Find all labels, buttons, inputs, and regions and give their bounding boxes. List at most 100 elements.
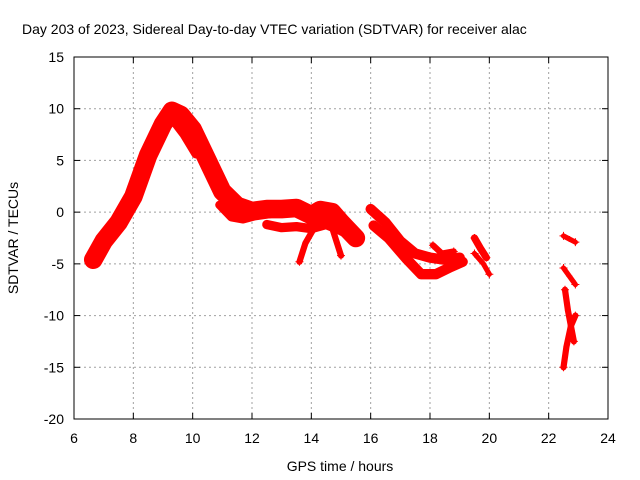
data-point xyxy=(302,240,309,247)
x-tick-label: 18 xyxy=(422,430,438,446)
data-points xyxy=(83,101,580,372)
data-point-end xyxy=(559,363,568,372)
data-point xyxy=(563,343,570,350)
data-point xyxy=(320,214,327,221)
x-tick-label: 6 xyxy=(70,430,78,446)
series-cluster-19b xyxy=(470,249,494,279)
data-point xyxy=(432,271,439,278)
data-point-end xyxy=(351,234,360,242)
data-point xyxy=(566,273,573,280)
data-point xyxy=(477,245,484,252)
y-tick-label: -10 xyxy=(44,308,64,324)
series-band xyxy=(83,101,366,270)
data-point xyxy=(293,223,300,230)
data-point xyxy=(145,152,152,159)
chart-title: Day 203 of 2023, Sidereal Day-to-day VTE… xyxy=(22,21,527,37)
data-point-end xyxy=(470,249,479,258)
data-point xyxy=(168,107,175,114)
series-spike-18 xyxy=(428,241,458,257)
data-point xyxy=(447,263,454,270)
data-point-end xyxy=(215,200,224,209)
data-point-end xyxy=(369,221,378,230)
data-point xyxy=(228,214,235,221)
data-point xyxy=(382,219,389,226)
data-point xyxy=(567,322,574,329)
data-point-end xyxy=(89,255,98,264)
series-cluster-19a xyxy=(470,234,491,262)
data-point xyxy=(189,126,196,133)
x-tick-label: 12 xyxy=(244,430,260,446)
x-tick-label: 24 xyxy=(600,430,616,446)
data-point-end xyxy=(265,210,274,219)
data-point xyxy=(480,260,487,267)
data-point-end xyxy=(485,270,494,279)
data-point xyxy=(564,307,571,314)
axis-ticks: 6 8 10 12 14 16 18 20 22 24 15 10 5 0 -5 -10 -15 -20 xyxy=(44,49,616,446)
data-point xyxy=(566,236,573,243)
data-point-end xyxy=(449,247,458,256)
data-point xyxy=(278,206,285,213)
y-tick-label: 10 xyxy=(48,101,64,117)
data-point xyxy=(278,224,285,231)
x-tick-label: 14 xyxy=(304,430,320,446)
data-point xyxy=(317,207,324,214)
x-tick-label: 8 xyxy=(129,430,137,446)
data-point xyxy=(438,250,445,257)
data-point-end xyxy=(366,205,375,214)
y-tick-label: -5 xyxy=(52,256,65,272)
data-point xyxy=(427,254,433,261)
data-point xyxy=(329,224,336,231)
data-point xyxy=(180,131,187,138)
data-point-end xyxy=(482,253,491,262)
y-tick-label: 5 xyxy=(56,152,64,168)
series-band xyxy=(429,242,457,257)
data-point-end xyxy=(571,238,580,247)
data-point xyxy=(338,219,344,226)
data-point-end xyxy=(337,251,345,260)
data-point xyxy=(204,157,211,164)
data-point xyxy=(308,212,315,219)
series-late-b xyxy=(559,263,580,289)
series-branch-11 xyxy=(215,200,274,224)
data-point-end xyxy=(428,241,437,250)
data-point-end xyxy=(191,150,200,159)
data-point-end xyxy=(569,337,578,346)
series-band xyxy=(560,312,579,371)
data-point xyxy=(441,256,448,263)
plot-border xyxy=(73,56,609,420)
x-tick-label: 16 xyxy=(363,430,379,446)
y-tick-label: -15 xyxy=(44,359,64,375)
data-point-end xyxy=(458,257,467,266)
data-point-end xyxy=(571,280,580,289)
data-point xyxy=(403,255,410,262)
data-point xyxy=(115,219,122,226)
y-tick-label: -20 xyxy=(44,411,64,427)
series-lower-16 xyxy=(368,220,468,280)
grid xyxy=(74,57,608,419)
data-point xyxy=(311,224,318,231)
data-point xyxy=(293,205,300,212)
x-tick-label: 10 xyxy=(185,430,201,446)
data-point xyxy=(385,235,392,241)
data-point xyxy=(177,111,184,118)
series-band xyxy=(296,214,345,265)
data-point-end xyxy=(262,220,271,229)
data-point xyxy=(418,271,425,278)
series-late-a xyxy=(559,231,580,247)
series-late-d xyxy=(559,311,580,372)
data-point xyxy=(329,209,336,216)
data-point xyxy=(397,238,404,245)
data-point-end xyxy=(470,234,479,242)
data-point xyxy=(100,238,107,245)
data-point-end xyxy=(167,115,176,124)
series-arc-13 xyxy=(295,214,345,266)
data-point xyxy=(234,202,241,209)
data-point xyxy=(251,213,258,220)
series-branch-9 xyxy=(167,114,200,159)
y-tick-label: 15 xyxy=(48,49,64,65)
data-point xyxy=(240,216,247,223)
data-point xyxy=(219,188,226,195)
x-tick-label: 20 xyxy=(482,430,498,446)
data-point-end xyxy=(560,285,569,294)
data-point xyxy=(412,250,419,257)
